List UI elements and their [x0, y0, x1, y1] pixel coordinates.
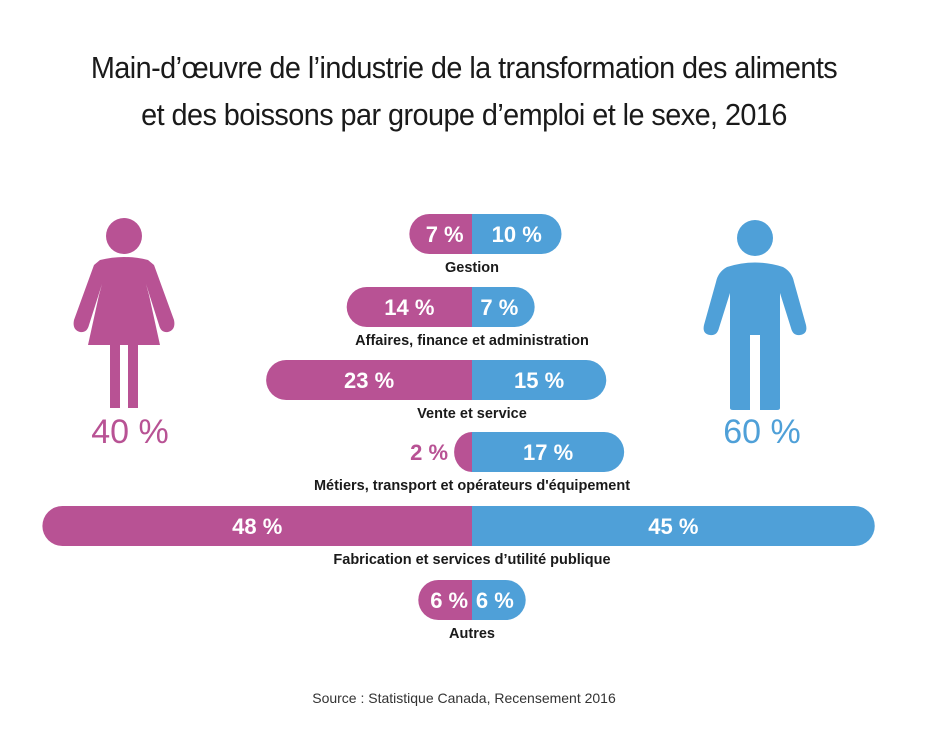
value-label-women: 7 % — [426, 222, 464, 247]
category-label: Fabrication et services d’utilité publiq… — [333, 552, 610, 568]
bar-women — [42, 506, 473, 546]
bar-men — [472, 214, 562, 254]
bar-women — [409, 214, 472, 254]
category-label: Affaires, finance et administration — [355, 333, 589, 349]
man-icon — [703, 220, 807, 410]
value-label-women: 48 % — [232, 514, 282, 539]
bar-men — [472, 506, 875, 546]
value-label-women: 14 % — [384, 295, 434, 320]
chart-title-line-2: et des boissons par groupe d’emploi et l… — [141, 97, 787, 132]
bar-men — [472, 360, 607, 400]
value-label-men: 17 % — [523, 440, 573, 465]
value-label-men: 45 % — [648, 514, 698, 539]
bar-men — [472, 432, 625, 472]
source-note: Source : Statistique Canada, Recensement… — [312, 690, 616, 706]
chart-title: Main-d’œuvre de l’industrie de la transf… — [32, 44, 895, 138]
woman-icon — [73, 218, 175, 408]
value-label-women: 2 % — [410, 440, 448, 465]
chart-title-line-1: Main-d’œuvre de l’industrie de la transf… — [90, 50, 838, 85]
value-label-men: 6 % — [476, 588, 514, 613]
men-total-label: 60 % — [723, 413, 801, 451]
women-total-label: 40 % — [91, 413, 169, 451]
category-label: Métiers, transport et opérateurs d'équip… — [314, 478, 630, 494]
value-label-women: 6 % — [430, 588, 468, 613]
bar-men — [472, 580, 526, 620]
value-label-men: 15 % — [514, 368, 564, 393]
value-label-men: 7 % — [480, 295, 518, 320]
value-label-men: 10 % — [492, 222, 542, 247]
bar-women — [454, 432, 472, 472]
bar-women — [346, 287, 472, 327]
category-label: Vente et service — [417, 406, 527, 422]
bar-women — [418, 580, 472, 620]
category-label: Gestion — [445, 260, 499, 276]
bar-women — [266, 360, 472, 400]
value-label-women: 23 % — [344, 368, 394, 393]
category-label: Autres — [449, 626, 495, 642]
bar-men — [472, 287, 535, 327]
